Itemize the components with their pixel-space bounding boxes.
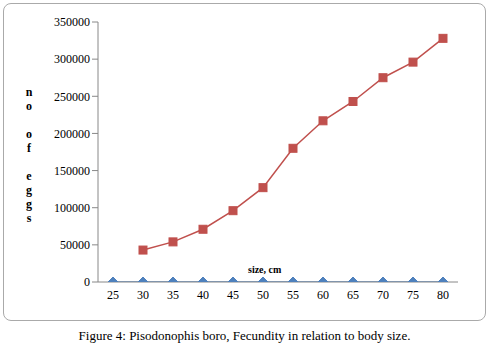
svg-text:40: 40 bbox=[197, 288, 209, 302]
html-text:size, cm: size, cm bbox=[248, 264, 282, 275]
html-text:n: n bbox=[25, 85, 33, 99]
svg-text:300000: 300000 bbox=[54, 52, 90, 66]
html-text:s: s bbox=[26, 211, 32, 225]
svg-text:80: 80 bbox=[437, 288, 449, 302]
svg-text:60: 60 bbox=[317, 288, 329, 302]
html-text:o: o bbox=[26, 99, 32, 113]
svg-text:35: 35 bbox=[167, 288, 179, 302]
svg-text:55: 55 bbox=[287, 288, 299, 302]
svg-text:150000: 150000 bbox=[54, 164, 90, 178]
svg-text:75: 75 bbox=[407, 288, 419, 302]
svg-text:350000: 350000 bbox=[54, 15, 90, 29]
html-text:g: g bbox=[26, 197, 32, 211]
svg-text:0: 0 bbox=[84, 275, 90, 289]
svg-text:70: 70 bbox=[377, 288, 389, 302]
html-text:Figure 4: Pisodonophis boro, F: Figure 4: Pisodonophis boro, Fecundity i… bbox=[78, 328, 411, 343]
svg-text:45: 45 bbox=[227, 288, 239, 302]
svg-text:100000: 100000 bbox=[54, 201, 90, 215]
html-text:g: g bbox=[26, 183, 32, 197]
svg-text:65: 65 bbox=[347, 288, 359, 302]
svg-text:50: 50 bbox=[257, 288, 269, 302]
svg-text:25: 25 bbox=[107, 288, 119, 302]
svg-text:50000: 50000 bbox=[60, 238, 90, 252]
svg-text:30: 30 bbox=[137, 288, 149, 302]
html-text:e: e bbox=[26, 169, 32, 183]
html-text:o: o bbox=[26, 127, 32, 141]
svg-text:200000: 200000 bbox=[54, 127, 90, 141]
html-text:f: f bbox=[27, 141, 31, 155]
svg-text:250000: 250000 bbox=[54, 90, 90, 104]
